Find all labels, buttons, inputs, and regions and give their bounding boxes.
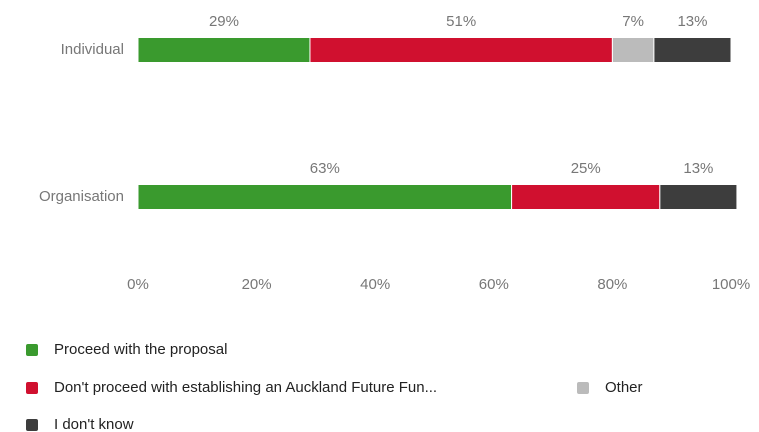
y-tick-label: Individual <box>61 41 124 58</box>
bar-segment <box>137 184 513 210</box>
y-tick-label: Organisation <box>39 188 124 205</box>
data-label: 25% <box>571 160 601 177</box>
bar-segment <box>511 184 661 210</box>
x-tick-label: 60% <box>479 276 509 293</box>
data-label: 13% <box>683 160 713 177</box>
legend-label: Don't proceed with establishing an Auckl… <box>54 379 437 396</box>
data-label: 29% <box>209 13 239 30</box>
bar-segment <box>611 37 655 63</box>
data-label: 13% <box>677 13 707 30</box>
legend-label: Other <box>605 379 643 396</box>
x-tick-label: 40% <box>360 276 390 293</box>
legend-label: Proceed with the proposal <box>54 341 227 358</box>
bar-segment <box>659 184 738 210</box>
legend-swatch <box>577 382 589 394</box>
legend-swatch <box>26 419 38 431</box>
legend-swatch <box>26 344 38 356</box>
data-label: 7% <box>622 13 644 30</box>
x-tick-label: 100% <box>712 276 750 293</box>
legend-label: I don't know <box>54 416 134 432</box>
x-tick-label: 80% <box>597 276 627 293</box>
legend-swatch <box>26 382 38 394</box>
bar-segment <box>137 37 311 63</box>
x-tick-label: 20% <box>242 276 272 293</box>
x-tick-label: 0% <box>127 276 149 293</box>
bar-segment <box>309 37 613 63</box>
data-label: 63% <box>310 160 340 177</box>
data-label: 51% <box>446 13 476 30</box>
bar-segment <box>653 37 732 63</box>
